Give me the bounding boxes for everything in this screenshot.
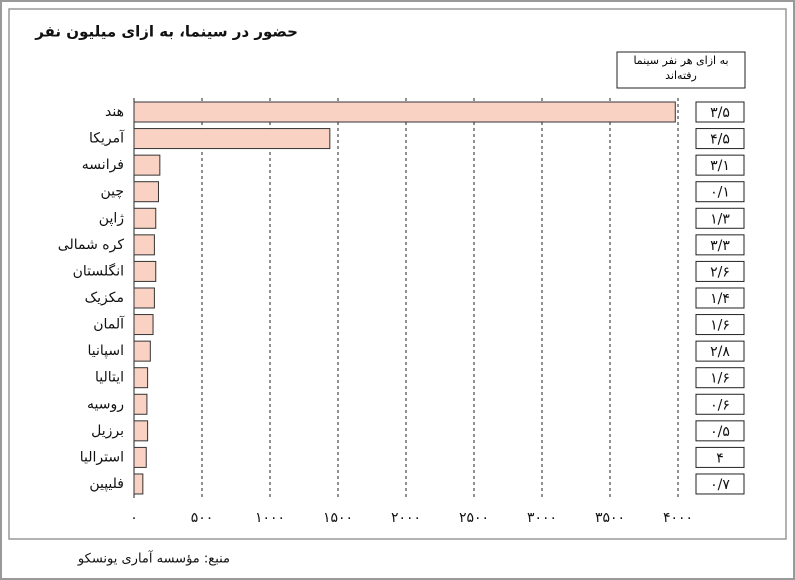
per-person-label: ۲/۶ <box>710 264 730 280</box>
bar <box>133 340 151 362</box>
category-label: کره شمالی <box>58 237 125 253</box>
per-person-box <box>695 128 745 150</box>
category-label: هند <box>105 104 124 120</box>
x-tick-label: ۱۰۰۰ <box>255 510 285 526</box>
x-tick-label: ۳۵۰۰ <box>595 510 625 526</box>
per-person-box <box>695 367 745 389</box>
per-person-label: ۳/۱ <box>710 158 730 174</box>
per-person-label: ۱/۴ <box>710 291 730 307</box>
bar <box>133 367 149 389</box>
x-tick-label: ۳۰۰۰ <box>527 510 557 526</box>
category-label: مکزیک <box>85 290 124 306</box>
bar <box>133 181 159 203</box>
bar <box>133 473 144 495</box>
category-label: ژاپن <box>99 210 124 226</box>
x-tick-label: ۲۰۰۰ <box>391 510 421 526</box>
category-label: آلمان <box>93 316 125 333</box>
bar <box>133 446 147 468</box>
per-person-box <box>695 260 745 282</box>
per-person-box <box>695 473 745 495</box>
per-person-box <box>695 420 745 442</box>
category-label: آمریکا <box>89 130 125 147</box>
bar <box>133 234 155 256</box>
x-tick-label: ۵۰۰ <box>191 510 214 526</box>
per-person-box <box>695 207 745 229</box>
bar <box>133 314 154 336</box>
bar <box>133 207 157 229</box>
x-tick-label: ۴۰۰۰ <box>663 510 693 526</box>
per-person-label: ۴/۵ <box>710 132 730 148</box>
per-person-box <box>695 446 745 468</box>
per-person-box <box>695 393 745 415</box>
bar <box>133 101 676 123</box>
x-tick-label: ۲۵۰۰ <box>459 510 489 526</box>
per-person-label: ۱/۳ <box>710 211 730 227</box>
per-person-label: ۰/۶ <box>710 397 730 413</box>
chart-title: حضور در سینما، به ازای میلیون نفر <box>34 23 298 41</box>
source: منبع: مؤسسه آماری یونسکو <box>77 550 230 567</box>
category-label: ایتالیا <box>95 370 124 386</box>
per-person-box <box>695 181 745 203</box>
category-label: فرانسه <box>82 157 124 173</box>
bar <box>133 393 148 415</box>
per-person-label: ۰/۱ <box>710 185 730 201</box>
category-label: روسیه <box>87 396 124 412</box>
bar <box>133 260 157 282</box>
per-person-header-box <box>616 51 746 89</box>
x-tick-label: ۰ <box>130 510 138 526</box>
per-person-label: ۴ <box>716 450 724 466</box>
category-label: استرالیا <box>80 449 124 465</box>
bar <box>133 287 155 309</box>
per-person-box <box>695 287 745 309</box>
per-person-title: به ازای هر نفر سینما رفته‌اند <box>633 54 729 82</box>
per-person-label: ۰/۵ <box>710 424 730 440</box>
bar <box>133 128 331 150</box>
per-person-label: ۲/۸ <box>710 344 730 360</box>
per-person-box <box>695 101 745 123</box>
per-person-label: ۱/۶ <box>710 318 730 334</box>
category-label: برزیل <box>91 423 124 439</box>
per-person-box <box>695 314 745 336</box>
per-person-label: ۳/۵ <box>710 105 730 121</box>
bar <box>133 420 149 442</box>
category-label: چین <box>100 184 124 200</box>
per-person-label: ۳/۳ <box>710 238 730 254</box>
per-person-label: ۱/۶ <box>710 371 730 387</box>
per-person-box <box>695 154 745 176</box>
category-label: فلیپین <box>89 476 124 492</box>
category-label: انگلستان <box>73 262 124 279</box>
per-person-label: ۰/۷ <box>710 477 730 493</box>
bar <box>133 154 161 176</box>
x-tick-label: ۱۵۰۰ <box>323 510 353 526</box>
per-person-box <box>695 340 745 362</box>
per-person-header: به ازای هر نفر سینما رفته‌اند <box>633 54 729 82</box>
per-person-box <box>695 234 745 256</box>
category-label: اسپانیا <box>88 343 125 359</box>
